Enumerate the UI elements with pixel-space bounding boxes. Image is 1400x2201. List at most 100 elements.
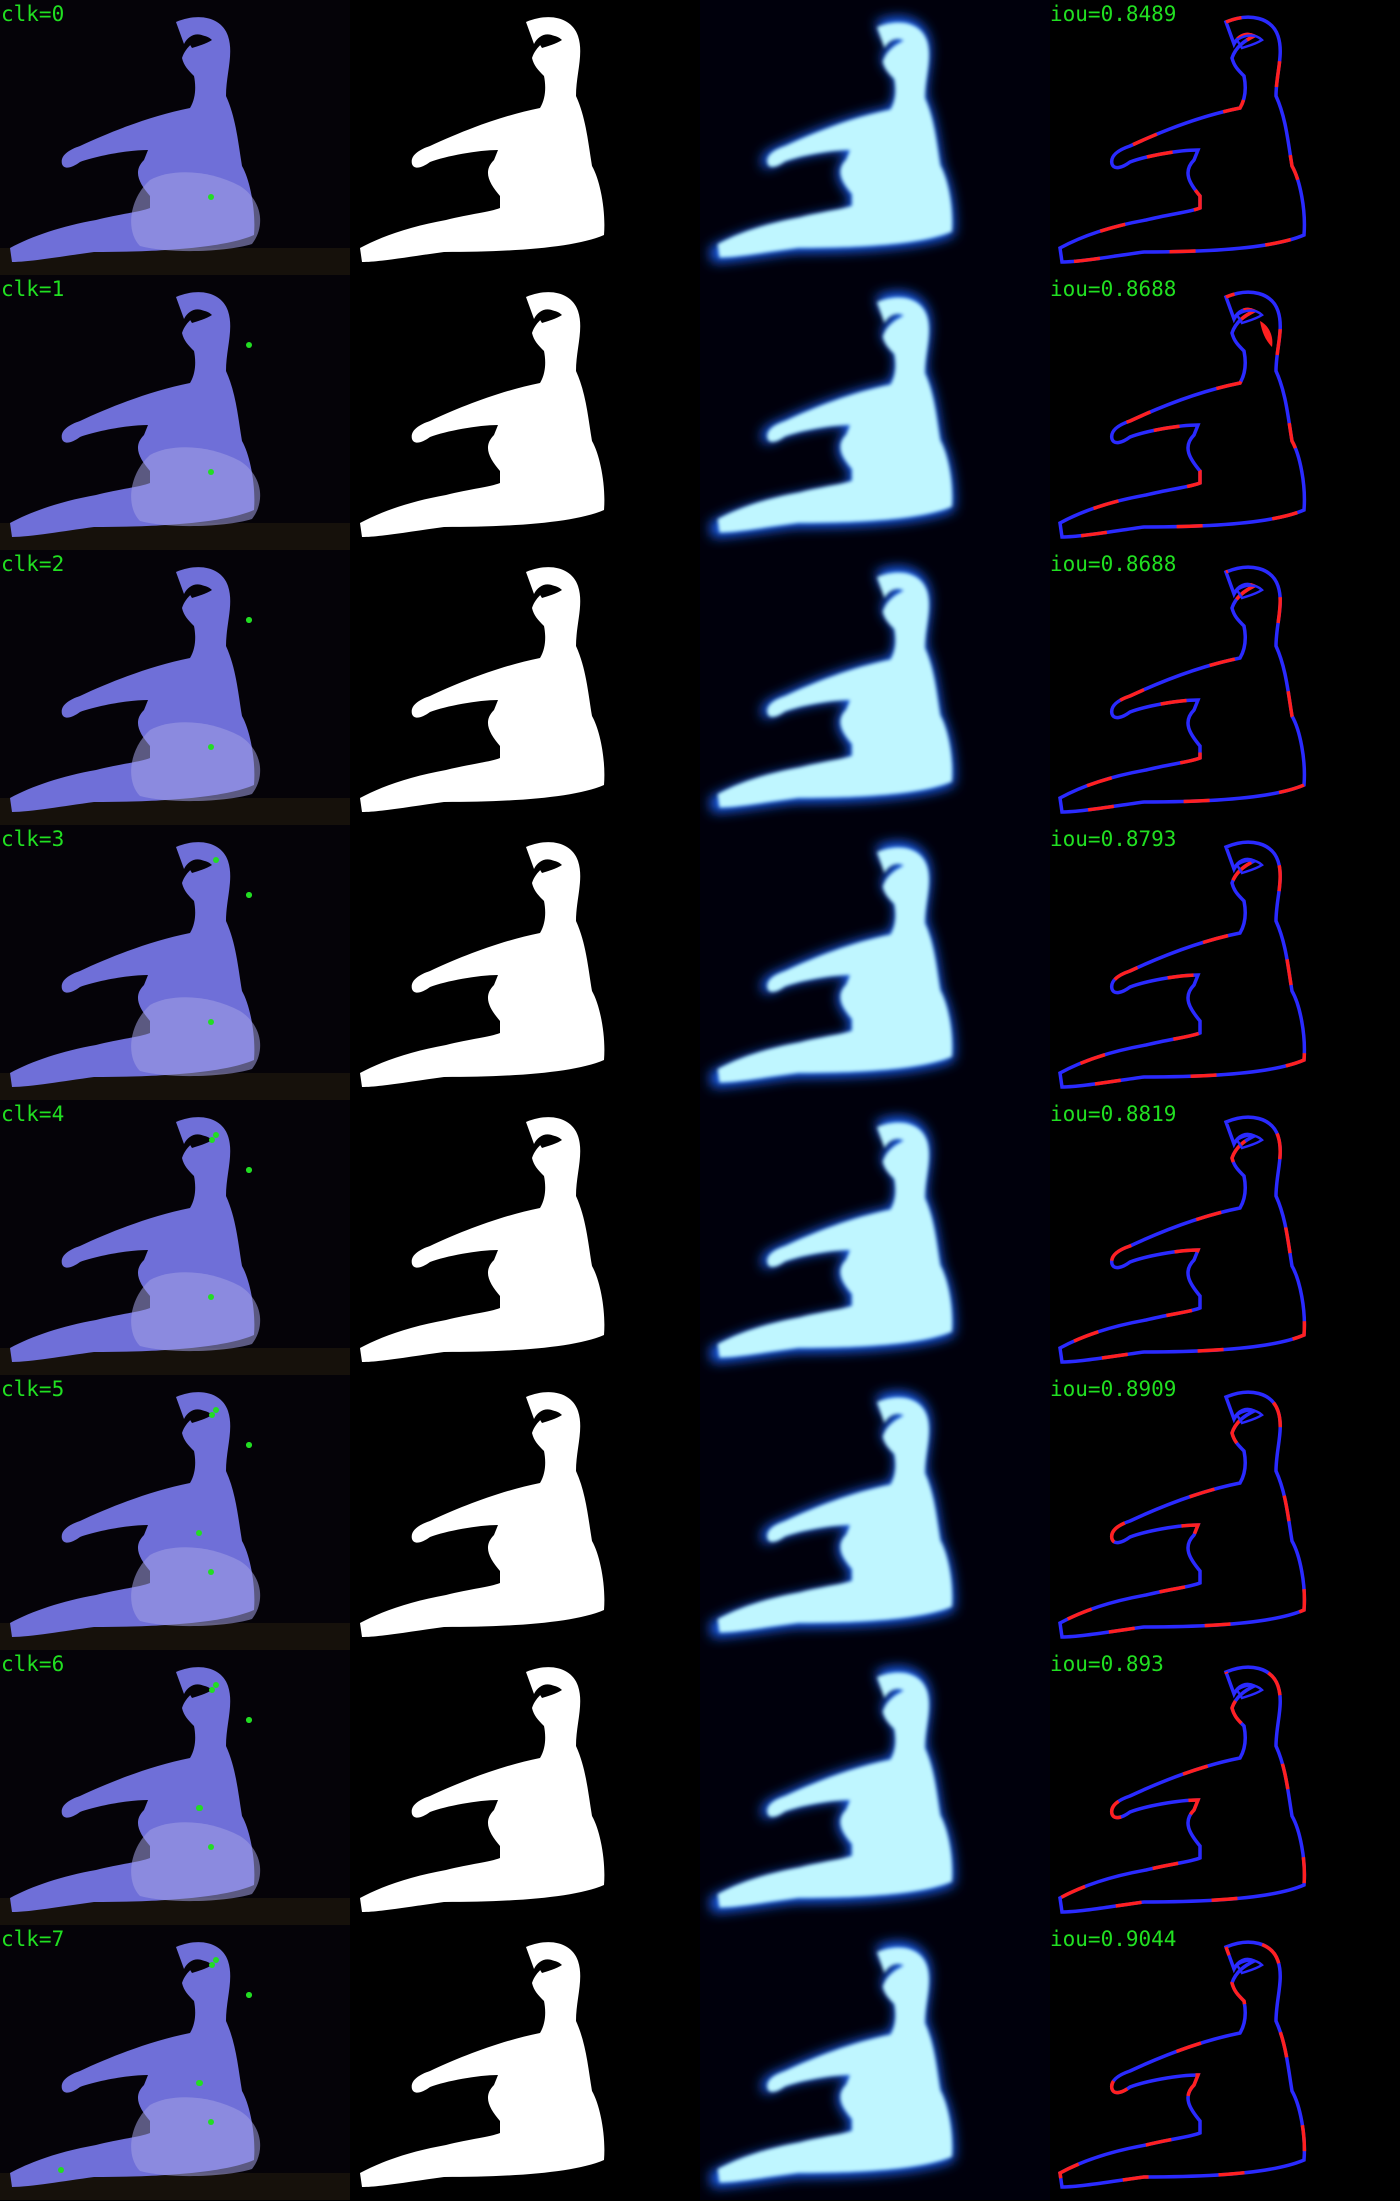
prob-core (717, 1947, 953, 2183)
result-row: clk=3 iou=0.8793 (0, 825, 1400, 1100)
error-blob (1260, 321, 1273, 347)
iou-label: iou=0.8688 (1050, 277, 1177, 301)
overlay-panel (0, 825, 350, 1100)
gt-mask (350, 0, 700, 275)
probability-panel (700, 1925, 1050, 2200)
iou-label: iou=0.9044 (1050, 1927, 1177, 1951)
error-outline-blue (1058, 1665, 1307, 1914)
click-count-label: clk=6 (1, 1652, 65, 1676)
mask-panel (350, 550, 700, 825)
error-panel (1050, 1925, 1400, 2200)
error-panel (1050, 1650, 1400, 1925)
error-panel (1050, 550, 1400, 825)
click-point (246, 1167, 252, 1173)
overlay-panel (0, 1100, 350, 1375)
error-panel (1050, 275, 1400, 550)
probability-map (700, 825, 1050, 1100)
probability-panel (700, 1375, 1050, 1650)
click-point (197, 2080, 203, 2086)
overlay-image (0, 550, 350, 825)
error-outline-red (1058, 290, 1307, 539)
error-outline-blue (1058, 1390, 1307, 1639)
error-panel (1050, 1375, 1400, 1650)
gt-mask (350, 825, 700, 1100)
probability-panel (700, 1100, 1050, 1375)
mask-panel (350, 1100, 700, 1375)
click-point (213, 1682, 219, 1688)
click-point (196, 1530, 202, 1536)
click-point (209, 1412, 215, 1418)
result-row: clk=4 iou=0.8819 (0, 1100, 1400, 1375)
overlay-image (0, 1100, 350, 1375)
overlay-image (0, 1375, 350, 1650)
click-count-label: clk=4 (1, 1102, 65, 1126)
error-map (1050, 1100, 1400, 1375)
overlay-panel (0, 550, 350, 825)
mask-panel (350, 0, 700, 275)
click-point (246, 1992, 252, 1998)
prob-core (717, 22, 953, 258)
error-map (1050, 1650, 1400, 1925)
prob-core (717, 572, 953, 808)
gt-mask (350, 1925, 700, 2200)
prob-core (717, 1397, 953, 1633)
mask-shape (360, 1117, 605, 1362)
result-row: clk=6 iou=0.893 (0, 1650, 1400, 1925)
error-panel (1050, 825, 1400, 1100)
gt-mask (350, 275, 700, 550)
click-point (208, 194, 214, 200)
overlay-image (0, 1650, 350, 1925)
click-point (213, 857, 219, 863)
mask-panel (350, 275, 700, 550)
probability-map (700, 1650, 1050, 1925)
click-point (213, 1957, 219, 1963)
mask-panel (350, 1375, 700, 1650)
gt-mask (350, 1100, 700, 1375)
mask-shape (360, 842, 605, 1087)
click-point (246, 342, 252, 348)
mask-shape (360, 1667, 605, 1912)
probability-map (700, 275, 1050, 550)
click-point (208, 1844, 214, 1850)
mask-shape (360, 292, 605, 537)
click-count-label: clk=0 (1, 2, 65, 26)
click-point (208, 2119, 214, 2125)
overlay-image (0, 825, 350, 1100)
error-map (1050, 550, 1400, 825)
click-count-label: clk=2 (1, 552, 65, 576)
result-row: clk=5 iou=0.8909 (0, 1375, 1400, 1650)
error-map (1050, 275, 1400, 550)
click-point (58, 2167, 64, 2173)
click-point (209, 1687, 215, 1693)
error-panel (1050, 1100, 1400, 1375)
click-point (213, 1132, 219, 1138)
result-row: clk=7 iou=0.9044 (0, 1925, 1400, 2200)
prob-core (717, 297, 953, 533)
probability-panel (700, 275, 1050, 550)
result-row: clk=2 iou=0.8688 (0, 550, 1400, 825)
click-point (213, 1407, 219, 1413)
mask-panel (350, 1925, 700, 2200)
probability-panel (700, 1650, 1050, 1925)
iou-label: iou=0.8688 (1050, 552, 1177, 576)
probability-panel (700, 825, 1050, 1100)
error-map (1050, 0, 1400, 275)
click-point (246, 617, 252, 623)
overlay-image (0, 275, 350, 550)
click-count-label: clk=7 (1, 1927, 65, 1951)
probability-map (700, 1100, 1050, 1375)
click-point (209, 1962, 215, 1968)
iou-label: iou=0.8793 (1050, 827, 1177, 851)
mask-panel (350, 1650, 700, 1925)
error-outline-blue (1058, 840, 1307, 1089)
prob-core (717, 1672, 953, 1908)
click-point (208, 1569, 214, 1575)
result-row: clk=0 iou=0.8489 (0, 0, 1400, 275)
prob-core (717, 1122, 953, 1358)
overlay-panel (0, 0, 350, 275)
error-outline-red (1058, 1940, 1307, 2189)
click-point (246, 1442, 252, 1448)
mask-shape (360, 1942, 605, 2187)
click-count-label: clk=3 (1, 827, 65, 851)
